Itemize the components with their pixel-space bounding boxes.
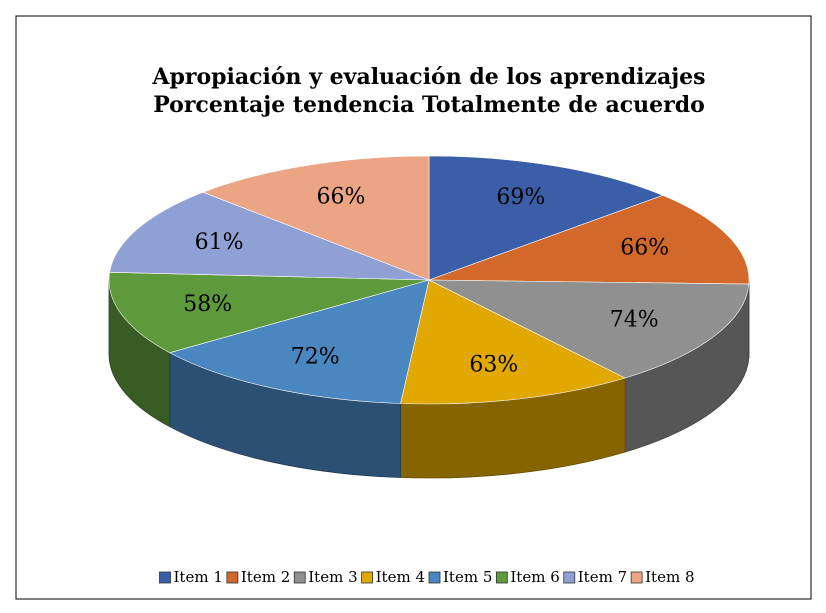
pie-slice	[400, 279, 626, 405]
pie-slice	[428, 279, 750, 379]
data-label: 72%	[291, 345, 340, 370]
legend-label: Item 4	[376, 568, 425, 586]
data-label: 63%	[469, 353, 518, 378]
pie-slice	[202, 155, 430, 281]
legend-swatch	[563, 571, 576, 584]
legend-swatch	[159, 571, 171, 584]
pie-slice	[428, 155, 664, 281]
legend-label: Item 2	[241, 568, 290, 586]
pie-slice	[428, 195, 750, 285]
legend-label: Item 8	[645, 568, 694, 586]
legend-swatch	[630, 571, 643, 584]
legend-label: Item 5	[443, 568, 492, 586]
data-label: 61%	[195, 230, 244, 255]
data-label: 66%	[620, 236, 669, 261]
data-label: 74%	[610, 308, 659, 333]
data-label: 69%	[496, 185, 545, 210]
legend-label: Item 1	[174, 568, 223, 586]
legend-swatch	[495, 571, 508, 584]
legend-label: Item 7	[578, 568, 627, 586]
legend-swatch	[293, 571, 306, 584]
data-label: 58%	[183, 292, 232, 317]
legend-swatch	[428, 571, 441, 584]
legend-swatch	[226, 571, 239, 584]
pie-slice	[168, 279, 430, 404]
chart-subtitle: Porcentaje tendencia Totalmente de acuer…	[153, 92, 705, 118]
legend-swatch	[361, 571, 374, 584]
data-label: 66%	[317, 184, 366, 209]
pie-slice	[108, 271, 430, 354]
legend-label: Item 3	[308, 568, 357, 586]
legend-label: Item 6	[510, 568, 559, 586]
pie-slice	[109, 191, 430, 281]
chart-title: Apropiación y evaluación de los aprendiz…	[151, 64, 705, 90]
